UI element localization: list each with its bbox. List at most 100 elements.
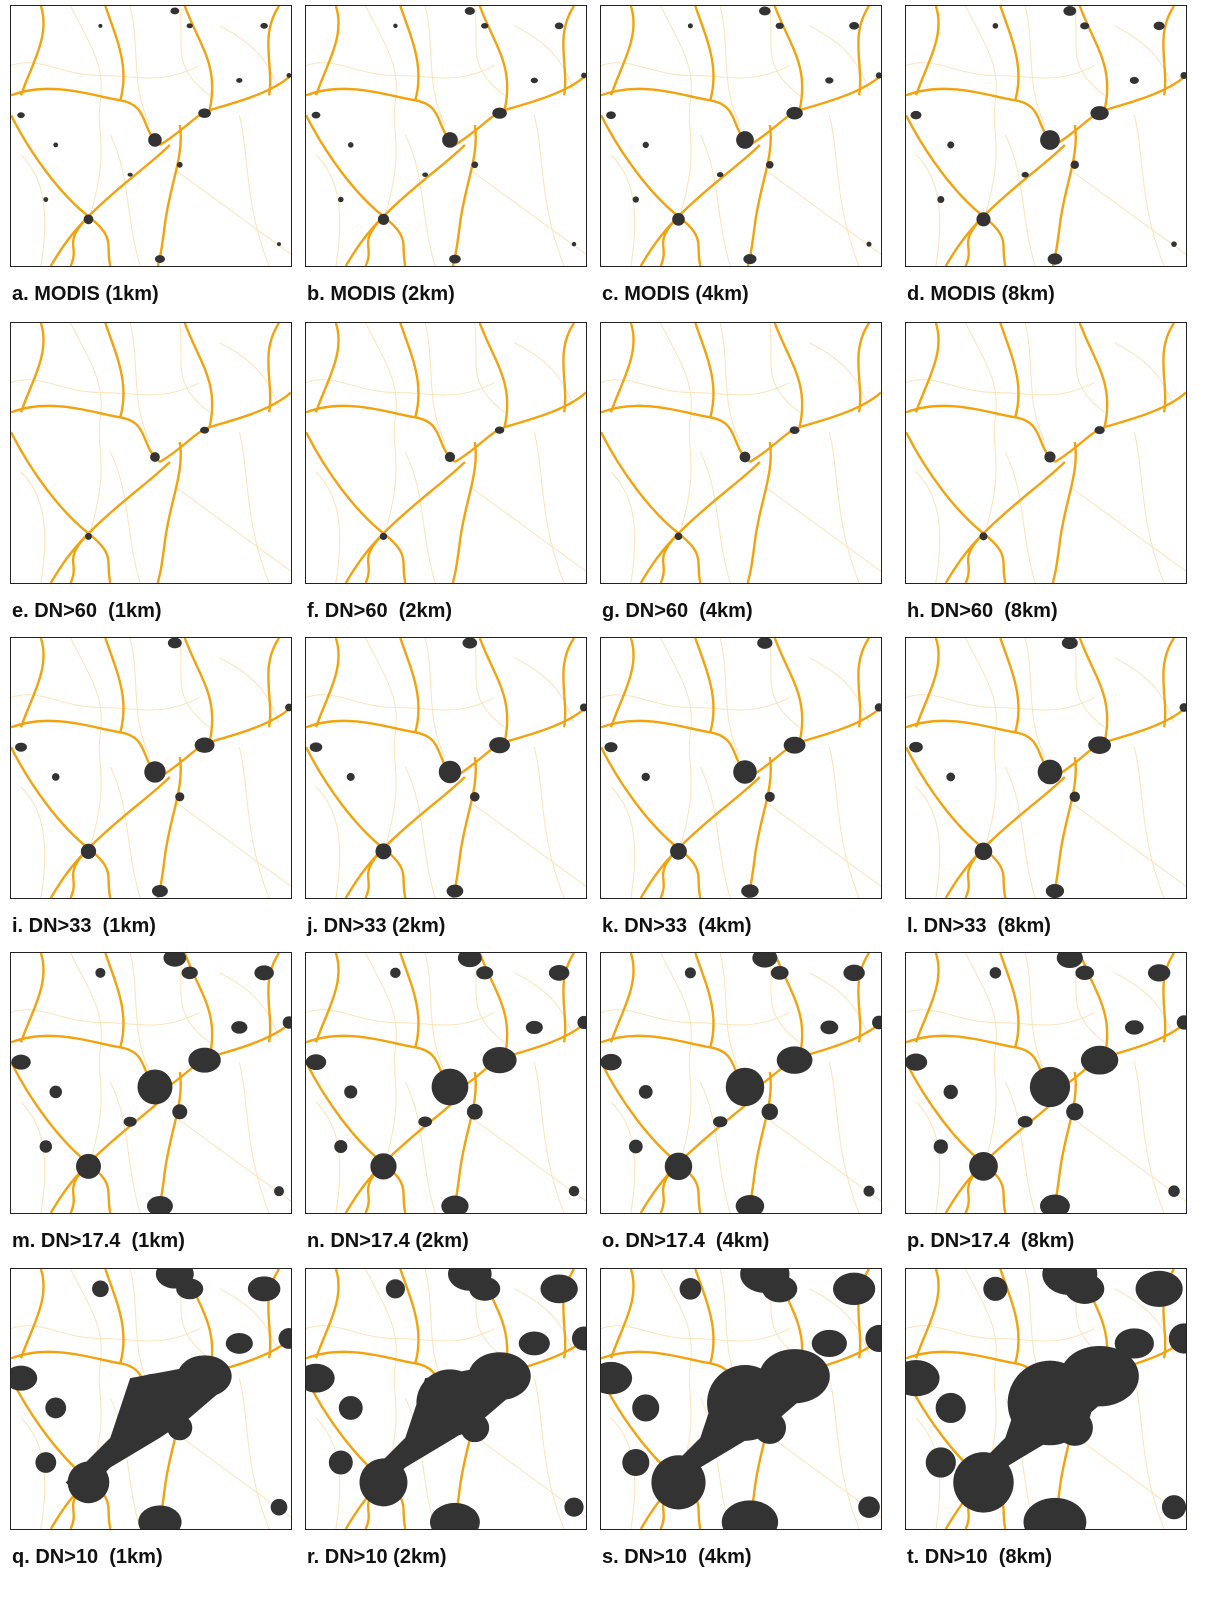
urban-blob — [765, 160, 774, 169]
roads — [11, 323, 291, 583]
urban-blob — [761, 1103, 779, 1121]
urban-blob — [775, 22, 784, 30]
map-panel — [305, 952, 587, 1214]
urban-blob — [906, 1360, 940, 1397]
panel-caption: a. MODIS (1km) — [12, 283, 159, 305]
urban-blob — [1023, 1497, 1087, 1529]
urban-blob — [1045, 884, 1065, 898]
urban-blob — [138, 1505, 182, 1529]
urban-blob — [739, 451, 751, 463]
panel-caption: g. DN>60 (4km) — [602, 600, 753, 622]
panel-caption: d. MODIS (8km) — [907, 283, 1055, 305]
urban-blob — [338, 196, 344, 203]
urban-blob — [311, 111, 321, 119]
urban-blob — [476, 966, 494, 980]
map-panel — [905, 637, 1187, 899]
map-panel — [305, 5, 587, 267]
panel-caption: e. DN>60 (1km) — [12, 600, 162, 622]
urban-areas — [11, 953, 291, 1213]
urban-blob — [430, 1502, 480, 1529]
urban-blob — [127, 172, 133, 177]
urban-blob — [347, 142, 354, 148]
urban-blob — [494, 426, 505, 434]
urban-areas — [906, 953, 1186, 1213]
map-panel — [600, 5, 882, 267]
urban-blob — [306, 1363, 335, 1393]
urban-blob — [277, 242, 281, 247]
urban-areas — [906, 1269, 1186, 1529]
urban-blob — [144, 761, 166, 783]
map-panel — [10, 637, 292, 899]
urban-blob — [1070, 160, 1080, 170]
urban-blob — [960, 1363, 1120, 1498]
urban-blob — [466, 1103, 483, 1120]
urban-blob — [457, 953, 482, 968]
urban-areas — [601, 1269, 881, 1529]
urban-blob — [875, 72, 881, 79]
urban-blob — [872, 1015, 881, 1030]
map — [306, 6, 586, 266]
urban-blob — [390, 967, 401, 979]
urban-blob — [163, 953, 187, 967]
panel-caption: t. DN>10 (8km) — [907, 1546, 1053, 1568]
urban-blob — [286, 73, 291, 78]
urban-blob — [418, 1116, 432, 1127]
urban-areas — [604, 638, 881, 898]
urban-blob — [752, 953, 778, 968]
urban-blob — [482, 1047, 517, 1074]
urban-blob — [225, 1333, 253, 1354]
urban-blob — [51, 773, 60, 781]
urban-blob — [328, 1450, 353, 1475]
map-panel — [305, 322, 587, 584]
urban-blob — [379, 532, 388, 541]
urban-blob — [933, 1139, 948, 1154]
urban-blob — [858, 1496, 880, 1519]
panel-caption: s. DN>10 (4km) — [602, 1546, 752, 1568]
urban-blob — [123, 1116, 137, 1127]
map — [306, 953, 586, 1213]
urban-areas — [909, 638, 1186, 898]
map — [11, 6, 291, 266]
urban-blob — [306, 1054, 327, 1071]
urban-blob — [181, 966, 198, 980]
urban-blob — [1168, 1185, 1180, 1197]
urban-blob — [820, 1020, 839, 1035]
urban-blob — [1039, 1194, 1070, 1213]
map-panel — [600, 637, 882, 899]
urban-blob — [148, 133, 162, 147]
panel-caption: o. DN>17.4 (4km) — [602, 1230, 770, 1252]
urban-blob — [45, 1397, 67, 1419]
urban-blob — [236, 77, 243, 83]
urban-blob — [53, 142, 59, 148]
map — [11, 1269, 291, 1529]
urban-blob — [1029, 1066, 1071, 1108]
urban-blob — [75, 1153, 101, 1179]
urban-blob — [338, 1395, 363, 1420]
urban-blob — [39, 1140, 53, 1153]
urban-blob — [469, 791, 480, 802]
urban-blob — [444, 451, 456, 463]
map — [601, 1269, 881, 1529]
urban-blob — [906, 1053, 928, 1071]
map — [306, 1269, 586, 1529]
map — [906, 953, 1186, 1213]
urban-areas — [309, 638, 586, 898]
urban-areas — [979, 426, 1105, 541]
urban-areas — [11, 1269, 291, 1529]
urban-blob — [231, 1021, 248, 1034]
urban-blob — [83, 214, 94, 225]
urban-blob — [1037, 759, 1063, 785]
urban-blob — [1153, 21, 1165, 31]
urban-blob — [385, 1279, 405, 1299]
urban-blob — [786, 106, 803, 120]
urban-blob — [1088, 736, 1112, 754]
urban-areas — [910, 6, 1186, 265]
urban-blob — [571, 241, 577, 247]
urban-blob — [260, 22, 268, 29]
urban-blob — [35, 1452, 57, 1473]
map-panel — [305, 637, 587, 899]
urban-blob — [481, 23, 489, 29]
urban-blob — [375, 843, 392, 860]
panel-caption: n. DN>17.4 (2km) — [307, 1230, 469, 1252]
urban-blob — [146, 1196, 173, 1213]
